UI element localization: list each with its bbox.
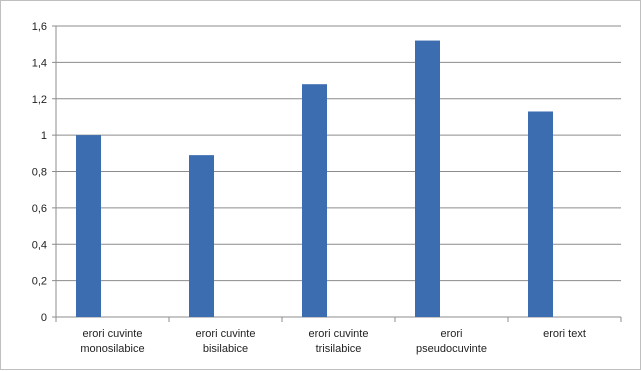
y-tick-label: 0,4 [32, 239, 47, 251]
bar [415, 40, 440, 318]
y-tick-label: 1,4 [32, 57, 47, 69]
gridlines [52, 25, 622, 322]
y-tick-label: 0,6 [32, 203, 47, 215]
bars [76, 40, 553, 318]
bar [302, 84, 327, 317]
y-tick-label: 1,2 [32, 94, 47, 106]
x-category-label: erori cuvinte bisilabice [196, 328, 256, 355]
bar [528, 111, 553, 317]
y-tick-label: 1 [41, 130, 47, 142]
y-axis-tick-labels: 0 0,2 0,4 0,6 0,8 1 1,2 1,4 1,6 [32, 21, 47, 324]
y-tick-label: 0 [41, 312, 47, 324]
bar [189, 155, 214, 317]
y-tick-label: 0,2 [32, 276, 47, 288]
y-tick-label: 0,8 [32, 167, 47, 179]
x-category-label: erori text [543, 328, 586, 340]
y-tick-label: 1,6 [32, 21, 47, 33]
bar [76, 135, 101, 317]
x-category-label: erori pseudocuvinte [416, 328, 487, 355]
x-category-label: erori cuvinte monosilabice [80, 328, 144, 355]
x-axis-category-labels: erori cuvinte monosilabice erori cuvinte bi… [80, 328, 586, 355]
x-category-label: erori cuvinte trisilabice [309, 328, 369, 355]
